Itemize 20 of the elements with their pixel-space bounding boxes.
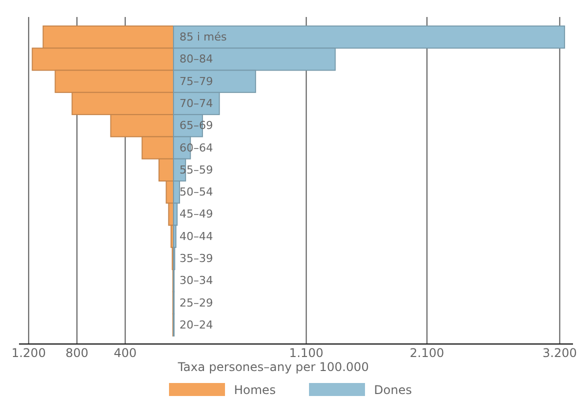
x-tick-label: 800 (65, 346, 88, 360)
y-tick-label: 85 i més (179, 30, 228, 44)
y-tick-label: 75–79 (179, 74, 213, 88)
y-tick-label: 25–29 (179, 296, 213, 310)
x-tick-label: 400 (114, 346, 137, 360)
y-tick-label: 50–54 (179, 186, 213, 199)
y-tick-label: 45–49 (179, 208, 213, 221)
x-tick-label: 3.200 (542, 346, 577, 360)
y-tick-label: 30–34 (179, 274, 213, 288)
x-tick-label: 1.200 (11, 346, 46, 360)
legend-label: Homes (234, 383, 276, 397)
y-tick-label: 80–84 (179, 52, 213, 66)
x-tick-label: 1.100 (289, 346, 324, 360)
y-tick-label: 40–44 (179, 230, 213, 243)
y-tick-label: 35–39 (179, 252, 213, 265)
y-tick-label: 70–74 (179, 97, 213, 110)
x-tick-label: 2.100 (410, 346, 444, 360)
x-axis-title: Taxa persones–any per 100.000 (176, 360, 369, 374)
legend-label: Dones (374, 383, 412, 397)
y-tick-label: 20–24 (179, 318, 213, 332)
